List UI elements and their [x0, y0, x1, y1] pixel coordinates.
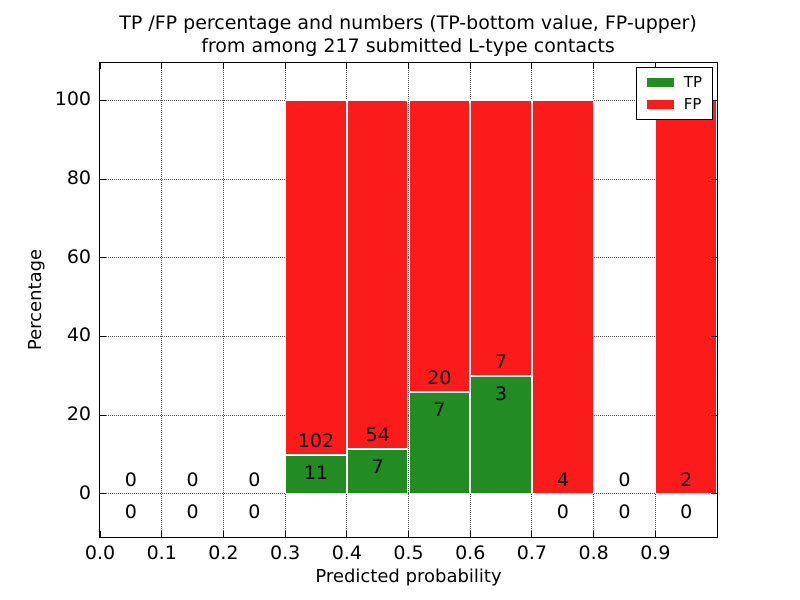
tp-bar-segment [285, 455, 347, 494]
x-tick-mark [99, 531, 101, 537]
x-tick-mark-top [161, 63, 163, 69]
x-tick-label: 0.2 [208, 542, 239, 564]
legend-label-fp: FP [683, 95, 702, 113]
tp-count-label: 0 [618, 500, 631, 523]
v-gridline [593, 63, 595, 537]
x-tick-label: 0.0 [84, 542, 116, 564]
tp-count-label: 11 [303, 462, 329, 485]
x-tick-mark-top [469, 63, 471, 69]
y-tick-label: 20 [66, 403, 91, 426]
y-tick-mark-right [711, 414, 717, 416]
legend-swatch-tp [646, 78, 674, 87]
x-tick-mark-top [346, 63, 348, 69]
fp-count-label: 7 [495, 350, 508, 373]
x-tick-mark [593, 531, 595, 537]
y-tick-mark-right [711, 335, 717, 337]
y-tick-mark-right [711, 257, 717, 259]
tp-bar-segment [408, 391, 471, 494]
y-tick-label: 60 [66, 245, 91, 268]
x-tick-label: 0.7 [516, 542, 547, 564]
fp-bar-segment [655, 100, 717, 494]
x-tick-mark [654, 531, 656, 537]
legend: TP FP [635, 67, 713, 120]
x-tick-label: 0.6 [455, 542, 486, 564]
legend-item-tp: TP [646, 73, 702, 91]
y-tick-mark-right [711, 493, 717, 495]
chart-title-line2: from among 217 submitted L-type contacts [201, 35, 615, 57]
x-tick-label: 0.5 [393, 542, 424, 564]
y-tick-label: 40 [66, 324, 91, 347]
x-tick-mark [531, 531, 533, 537]
y-tick-label: 0 [78, 481, 91, 504]
chart-title-line1: TP /FP percentage and numbers (TP-bottom… [119, 12, 697, 34]
y-tick-label: 80 [66, 167, 91, 190]
fp-count-label: 54 [365, 423, 390, 446]
y-tick-mark [100, 178, 106, 180]
fp-bar-segment [470, 100, 532, 376]
x-tick-mark-top [284, 63, 286, 69]
x-tick-mark-top [654, 63, 656, 69]
legend-label-tp: TP [683, 73, 702, 91]
x-tick-label: 0.8 [578, 542, 609, 564]
fp-count-label: 20 [427, 366, 452, 389]
tp-count-label: 0 [556, 500, 569, 523]
y-tick-mark-right [711, 99, 717, 101]
x-tick-mark-top [593, 63, 595, 69]
legend-swatch-fp [646, 100, 674, 109]
x-axis-label: Predicted probability [315, 566, 502, 587]
plot-area: TP FP 0 0 0 0 0 0 102 11 54 7 20 7 7 3 4 0 0 0 2 0 [99, 62, 718, 538]
y-tick-mark [100, 414, 106, 416]
y-tick-mark [100, 335, 106, 337]
fp-bar-segment [346, 100, 409, 449]
y-tick-label: 100 [54, 88, 91, 111]
x-tick-label: 0.3 [269, 542, 301, 564]
y-tick-mark [100, 99, 106, 101]
x-tick-label: 0.9 [640, 542, 671, 564]
fp-count-label: 102 [297, 430, 335, 453]
v-gridline [161, 63, 163, 537]
h-gridline [100, 493, 717, 495]
x-tick-mark [408, 531, 409, 537]
fp-count-label: 2 [680, 468, 693, 491]
tp-bar-segment [346, 448, 409, 494]
fp-count-label: 0 [618, 468, 631, 491]
chart-title: TP /FP percentage and numbers (TP-bottom… [90, 12, 726, 58]
fp-bar-segment [285, 100, 347, 456]
tp-count-label: 0 [680, 500, 693, 523]
x-tick-mark [469, 531, 471, 537]
x-tick-mark [222, 531, 224, 537]
x-tick-mark-top [531, 63, 533, 69]
fp-bar-segment [531, 100, 594, 494]
tp-count-label: 7 [433, 398, 446, 421]
tp-count-label: 0 [124, 500, 137, 523]
y-tick-mark [100, 493, 106, 495]
legend-item-fp: FP [646, 95, 702, 113]
fp-count-label: 0 [124, 468, 137, 491]
tp-count-label: 3 [495, 382, 508, 405]
x-tick-mark-top [99, 63, 101, 69]
tp-count-label: 0 [248, 500, 261, 523]
tp-count-label: 7 [371, 455, 384, 478]
x-tick-mark-top [222, 63, 224, 69]
x-tick-label: 0.1 [146, 542, 177, 564]
y-tick-mark [100, 257, 106, 259]
y-tick-mark-right [711, 178, 717, 180]
fp-count-label: 0 [186, 468, 199, 491]
fp-count-label: 4 [556, 468, 569, 491]
x-tick-mark [284, 531, 286, 537]
x-tick-mark-top [408, 63, 409, 69]
x-tick-mark [346, 531, 348, 537]
tp-count-label: 0 [186, 500, 199, 523]
y-axis-label-box: Percentage [14, 62, 58, 536]
fp-count-label: 0 [248, 468, 261, 491]
tp-bar-segment [470, 375, 532, 494]
fp-bar-segment [408, 100, 471, 392]
x-tick-label: 0.4 [331, 542, 362, 564]
x-tick-mark [161, 531, 163, 537]
v-gridline [222, 63, 224, 537]
